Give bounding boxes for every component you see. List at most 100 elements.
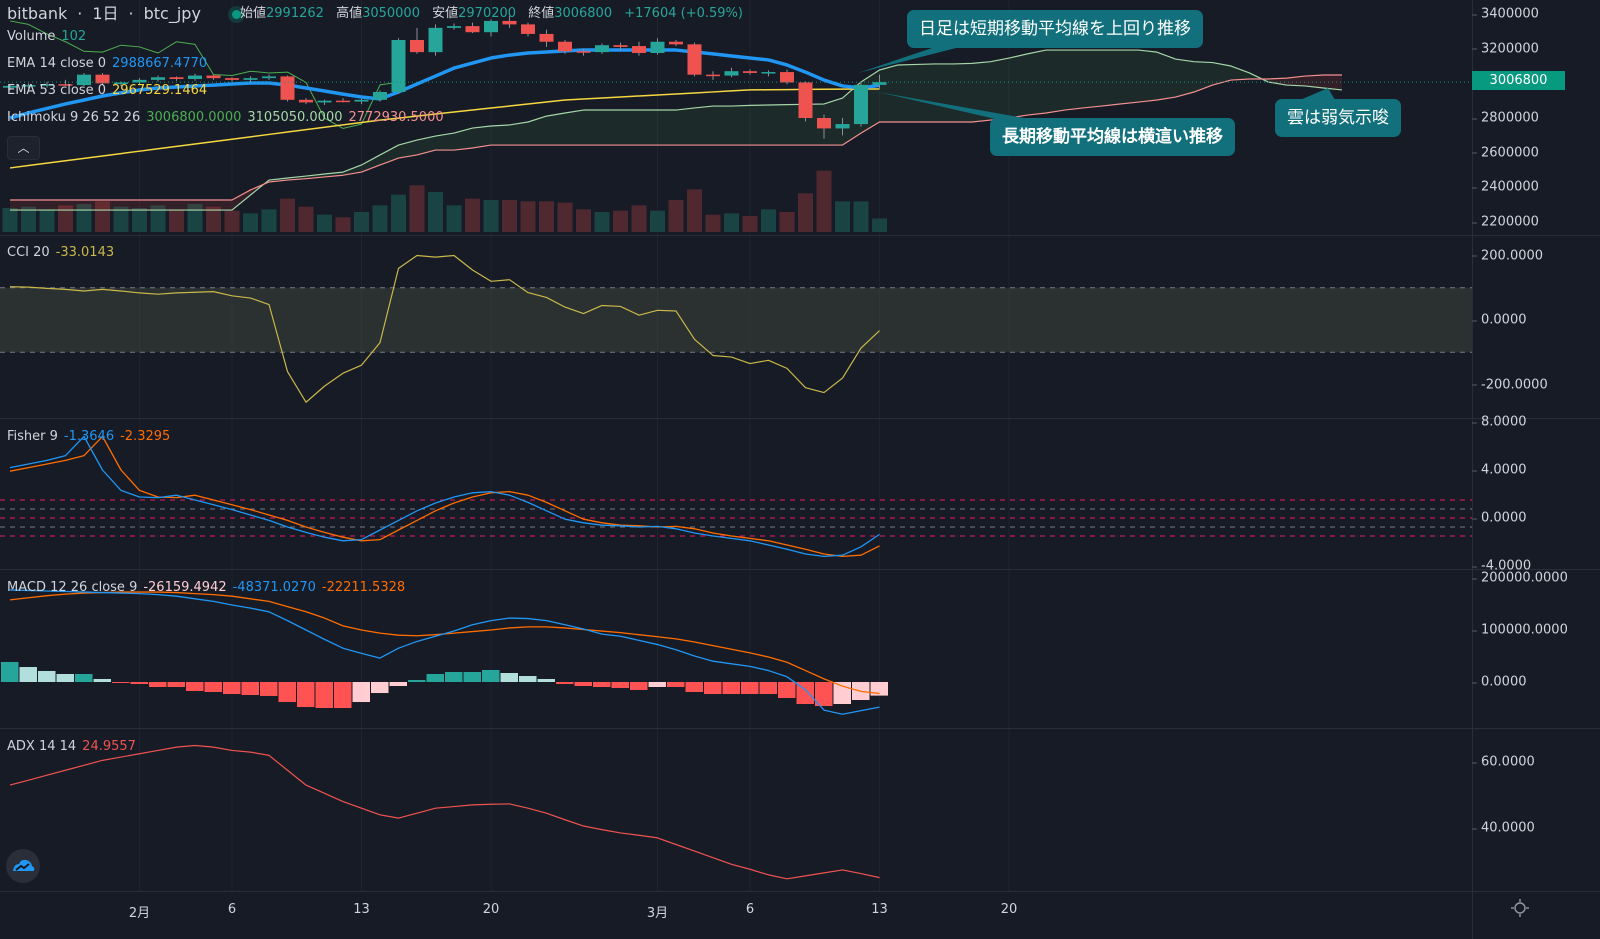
volume-bar: [409, 185, 425, 232]
macd-histogram-bar: [241, 682, 259, 695]
cloud-segment: [1101, 50, 1120, 107]
candle-body: [151, 77, 165, 80]
candle-body: [262, 76, 276, 79]
annotation-callout[interactable]: 日足は短期移動平均線を上回り推移: [907, 10, 1203, 48]
cloud-segment: [1175, 59, 1194, 98]
span-b-line: [10, 74, 1342, 201]
volume-bar: [187, 204, 203, 232]
time-tick-label: 13: [353, 902, 370, 917]
macd-histogram-bar: [445, 672, 463, 682]
annotation-callout[interactable]: 雲は弱気示唆: [1275, 99, 1401, 137]
span-a-line: [10, 49, 1343, 211]
macd-histogram-bar: [297, 682, 315, 708]
collapse-legend-button[interactable]: ︿: [7, 136, 40, 160]
cloud-segment: [1157, 52, 1176, 100]
volume-bar: [150, 205, 166, 232]
macd-histogram-bar: [833, 682, 851, 704]
candle-body: [539, 33, 554, 42]
macd-histogram-bar: [426, 673, 444, 682]
volume-bar: [668, 200, 684, 232]
macd-histogram-bar: [204, 682, 222, 692]
volume-bar: [39, 209, 55, 232]
pane-divider[interactable]: [0, 235, 1600, 236]
volume-bar: [76, 204, 92, 232]
cloud-segment: [713, 106, 732, 146]
fisher-tick-label: -4.0000: [1471, 558, 1532, 574]
cloud-segment: [1194, 61, 1213, 93]
legend-ichimoku[interactable]: Ichimoku 9 26 52 26 3006800.0000 3105050.0…: [7, 110, 450, 125]
cloud-segment: [417, 136, 436, 155]
pane-divider[interactable]: [0, 569, 1600, 570]
callout-pointer: [858, 47, 960, 73]
legend-value: -2.3295: [120, 429, 171, 444]
cloud-segment: [1286, 76, 1305, 86]
macd-histogram-bar: [537, 678, 555, 682]
candle-body: [706, 74, 720, 77]
candle-body: [114, 82, 128, 84]
volume-bar: [576, 209, 591, 232]
cloud-segment: [65, 200, 84, 211]
cloud-segment: [398, 140, 417, 159]
legend-value: 3006800.0000: [146, 110, 242, 125]
macd-histogram-bar: [593, 682, 611, 687]
fisher-trigger-line: [9, 435, 880, 558]
legend-macd[interactable]: MACD 12 26 close 9 -26159.4942 -48371.0270…: [7, 580, 411, 595]
cloud-segment: [1009, 53, 1028, 119]
candle-body: [317, 100, 332, 103]
volume-bar: [779, 212, 795, 232]
legend-ema53[interactable]: EMA 53 close 0 2967529.1464: [7, 83, 213, 98]
tradingview-logo-icon[interactable]: [6, 849, 40, 883]
volume-bar: [872, 218, 887, 232]
fisher-line: [9, 435, 880, 558]
macd-histogram-bar: [186, 682, 204, 691]
candle-body: [354, 99, 369, 102]
macd-histogram-bar: [519, 676, 537, 682]
volume-bar: [483, 200, 499, 232]
candle-body: [687, 44, 702, 75]
cci-tick-label: 200.0000: [1471, 248, 1544, 263]
symbol-header[interactable]: bitbank · 1日 · btc_jpy: [7, 0, 242, 24]
cloud-segment: [1120, 50, 1139, 104]
callout-pointer: [878, 92, 1035, 120]
legend-fisher[interactable]: Fisher 9 -1.3646 -2.3295: [7, 429, 176, 444]
gear-icon[interactable]: [1510, 898, 1530, 918]
macd-tick-label: 200000.0000: [1472, 570, 1568, 586]
candle-body: [798, 82, 813, 119]
legend-cci[interactable]: CCI 20 -33.0143: [7, 245, 120, 260]
cloud-segment: [195, 200, 214, 211]
legend-name: EMA 14 close 0: [7, 56, 107, 71]
cloud-segment: [472, 125, 491, 148]
legend-volume[interactable]: Volume 102: [7, 29, 92, 44]
high-label: 高値: [336, 6, 363, 21]
candle-body: [835, 124, 850, 129]
pane-divider[interactable]: [0, 418, 1600, 419]
annotation-callout[interactable]: 長期移動平均線は横這い推移: [990, 118, 1235, 156]
legend-ema14[interactable]: EMA 14 close 0 2988667.4770: [7, 56, 213, 71]
legend-value: -22211.5328: [321, 580, 406, 595]
pane-divider[interactable]: [0, 728, 1600, 729]
legend-value: 2988667.4770: [112, 56, 208, 71]
candle-body: [21, 85, 36, 87]
macd-histogram-bar: [334, 682, 352, 708]
cloud-segment: [694, 106, 713, 146]
cloud-segment: [1268, 78, 1287, 86]
macd-histogram-bar: [463, 672, 481, 682]
macd-histogram-bar: [500, 673, 518, 682]
legend-value: 2967529.1464: [112, 83, 208, 98]
market-open-dot-icon: [232, 10, 242, 19]
cloud-segment: [768, 104, 787, 146]
candle-body: [502, 20, 517, 25]
time-axis-divider: [0, 891, 1600, 892]
cci-tick-label: -200.0000: [1472, 377, 1548, 392]
interval[interactable]: 1日: [92, 4, 119, 23]
price-axis[interactable]: [1472, 0, 1600, 939]
cloud-segment: [491, 124, 510, 146]
open-value: 2991262: [266, 6, 324, 21]
cloud-segment: [657, 110, 676, 146]
legend-adx[interactable]: ADX 14 14 24.9557: [7, 739, 142, 754]
candle-body: [132, 79, 147, 83]
candle-body: [243, 78, 258, 80]
chart-canvas[interactable]: [0, 0, 1472, 891]
cloud-segment: [232, 189, 251, 211]
cci-tick-label: 0.0000: [1472, 312, 1527, 328]
